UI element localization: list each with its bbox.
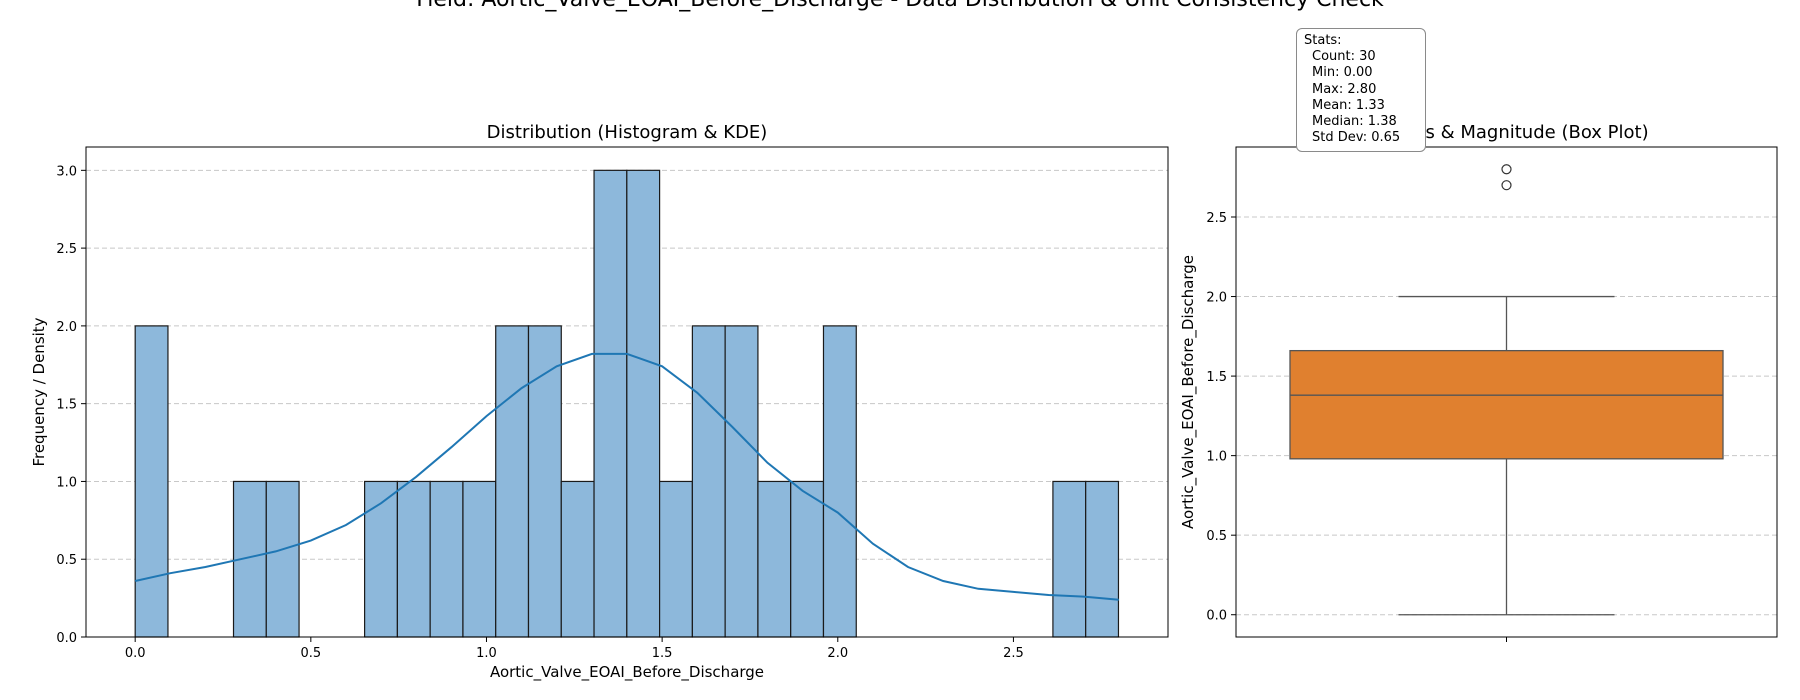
hist-ytick-label: 0.5 [56, 553, 77, 568]
histogram-chart: 0.0 0.5 1.0 1.5 2.0 2.5 3.0 0.0 0.5 1.0 1.5 2.0 2.5 D… [30, 122, 1169, 682]
hist-ytick-label: 1.0 [56, 475, 77, 490]
hist-bar [429, 480, 464, 638]
outlier-point [1501, 180, 1512, 191]
box-ytick-label: 2.0 [1206, 291, 1227, 306]
hist-xtick-label: 2.0 [827, 646, 848, 661]
hist-bar [462, 480, 497, 638]
stats-mean: Mean: 1.33 [1312, 97, 1385, 113]
box-ytick-label: 0.5 [1206, 529, 1227, 544]
box-title: Outliers & Magnitude (Box Plot) [1364, 122, 1648, 143]
stats-header: Stats: [1304, 33, 1342, 48]
boxplot-chart: 0.0 0.5 1.0 1.5 2.0 2.5 Outliers & Magnitude (… [1179, 122, 1778, 642]
hist-bar [691, 325, 726, 638]
stats-count: Count: 30 [1312, 49, 1376, 65]
hist-bar [757, 480, 792, 638]
box-ytick-label: 0.0 [1206, 609, 1227, 624]
box-ylabel: Aortic_Valve_EOAI_Before_Discharge [1179, 255, 1198, 529]
outlier-point [1501, 164, 1512, 175]
hist-xtick-label: 1.0 [476, 646, 497, 661]
hist-xtick-label: 0.0 [125, 646, 146, 661]
box-ytick-label: 1.0 [1206, 450, 1227, 465]
hist-bar [364, 480, 398, 638]
stats-annotation: Stats: Count: 30 Min: 0.00 Max: 2.80 Mea… [1296, 28, 1426, 153]
box-iqr [1289, 349, 1724, 460]
stats-max: Max: 2.80 [1312, 81, 1377, 97]
stats-median: Median: 1.38 [1312, 114, 1397, 130]
figure-title: Field: Aortic_Valve_EOAI_Before_Discharg… [416, 0, 1384, 12]
hist-xlabel: Aortic_Valve_EOAI_Before_Discharge [490, 663, 764, 682]
hist-xtick-label: 0.5 [300, 646, 321, 661]
hist-bar [495, 325, 530, 638]
hist-bar [659, 480, 693, 638]
hist-bar [134, 325, 169, 638]
hist-bar [822, 325, 857, 638]
hist-bar [593, 169, 628, 638]
hist-ytick-label: 2.5 [56, 242, 77, 257]
hist-bar [560, 480, 595, 638]
hist-bar [1052, 480, 1087, 638]
box-ytick-label: 1.5 [1206, 370, 1227, 385]
box-frame [1235, 146, 1778, 638]
hist-xtick-label: 2.5 [1003, 646, 1024, 661]
hist-ylabel: Frequency / Density [30, 317, 48, 466]
hist-frame [85, 146, 1169, 638]
hist-bar [790, 480, 825, 638]
hist-ytick-label: 3.0 [56, 164, 77, 179]
hist-bar [396, 480, 431, 638]
hist-ytick-label: 2.0 [56, 320, 77, 335]
box-ytick-label: 2.5 [1206, 211, 1227, 226]
hist-bar [724, 325, 759, 638]
hist-ytick-label: 0.0 [56, 631, 77, 646]
hist-title: Distribution (Histogram & KDE) [487, 122, 768, 143]
hist-bar [265, 480, 300, 638]
stats-min: Min: 0.00 [1312, 65, 1373, 81]
hist-bar [1085, 480, 1120, 638]
hist-xtick-label: 1.5 [652, 646, 673, 661]
stats-stddev: Std Dev: 0.65 [1312, 130, 1401, 146]
hist-ytick-label: 1.5 [56, 398, 77, 413]
hist-bar [626, 169, 661, 638]
kde-line [134, 352, 1119, 601]
